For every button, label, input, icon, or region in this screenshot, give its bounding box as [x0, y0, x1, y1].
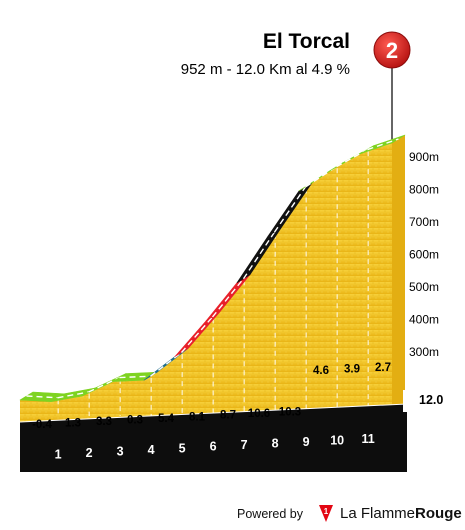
road-segments: [19, 134, 406, 403]
gradient-label: 0.3: [127, 414, 143, 426]
y-tick-label: 400m: [409, 313, 439, 327]
gradient-label: 10.6: [248, 408, 270, 420]
km-labels: 1 2 3 4 5 6 7 8 9 10 11 12.0: [55, 393, 444, 461]
road-centerline: [211, 278, 245, 318]
road-centerline: [57, 391, 89, 399]
gradient-label: 2.7: [375, 362, 391, 374]
y-tick-label: 800m: [409, 183, 439, 197]
y-tick-label: 600m: [409, 248, 439, 262]
km-label: 5: [179, 441, 186, 455]
km-label: 2: [86, 446, 93, 460]
profile-right-face: [392, 135, 405, 418]
km-label: 7: [241, 438, 248, 452]
gradient-label: 8.1: [189, 411, 206, 423]
gradient-label: 3.9: [344, 364, 360, 376]
y-tick-label: 500m: [409, 280, 439, 294]
km-label: 8: [272, 437, 279, 451]
km-label: 11: [362, 432, 375, 446]
base-strip-body: [20, 422, 407, 472]
profile-base: [19, 390, 449, 472]
km-label: 4: [148, 443, 155, 457]
brand-suffix: Rouge: [415, 505, 462, 522]
road-centerline: [367, 138, 399, 151]
climb-badge: 2: [373, 31, 411, 143]
y-axis-ticks: 300m 400m 500m 600m 700m 800m 900m: [409, 150, 439, 359]
y-tick-label: 700m: [409, 215, 439, 229]
road-centerline: [273, 186, 307, 233]
gradient-label: -0.4: [32, 419, 52, 431]
logo-digit: 1: [324, 507, 329, 516]
profile-area: [20, 135, 405, 422]
gradient-label: 3.3: [96, 416, 112, 428]
gradient-labels: -0.4 1.3 3.3 0.3 5.4 8.1 8.7 10.6 10.3 4.6 3.9 2.7: [32, 362, 391, 431]
end-cap: [403, 390, 449, 412]
badge-circle: [373, 31, 411, 69]
y-tick-label: 300m: [409, 345, 439, 359]
gradient-label: 5.4: [158, 413, 175, 425]
road-centerline: [119, 375, 151, 379]
km-label: 1: [55, 447, 62, 461]
road-centerline: [180, 316, 214, 353]
base-top-edge: [19, 403, 408, 423]
km-end-label: 12.0: [419, 393, 443, 407]
climb-profile-chart: El Torcal 952 m - 12.0 Km al 4.9 % 2 -0.…: [19, 30, 449, 472]
km-gridlines: [57, 151, 369, 416]
chart-subtitle: 952 m - 12.0 Km al 4.9 %: [181, 61, 350, 78]
road-centerline: [88, 376, 120, 393]
profile-fill: [20, 135, 405, 422]
gradient-label: 8.7: [220, 410, 236, 422]
km-label: 3: [117, 444, 124, 458]
road-centerline: [26, 395, 58, 399]
gradient-label: 4.6: [313, 365, 329, 377]
road-centerline: [336, 148, 368, 168]
brand-prefix: La Flamme: [340, 505, 416, 522]
powered-by-text: Powered by: [237, 507, 304, 521]
gradient-label: 10.3: [279, 407, 301, 419]
badge-number: 2: [386, 38, 398, 63]
road-centerline: [150, 351, 182, 377]
km-label: 10: [330, 434, 344, 448]
km-label: 6: [210, 440, 217, 454]
gradient-label: 1.3: [65, 417, 81, 429]
km-label: 9: [303, 435, 310, 449]
y-tick-label: 900m: [409, 150, 439, 164]
flamme-rouge-logo-icon: 1: [319, 505, 333, 522]
brand-name: La FlammeRouge: [340, 505, 462, 522]
chart-title: El Torcal: [263, 30, 350, 53]
